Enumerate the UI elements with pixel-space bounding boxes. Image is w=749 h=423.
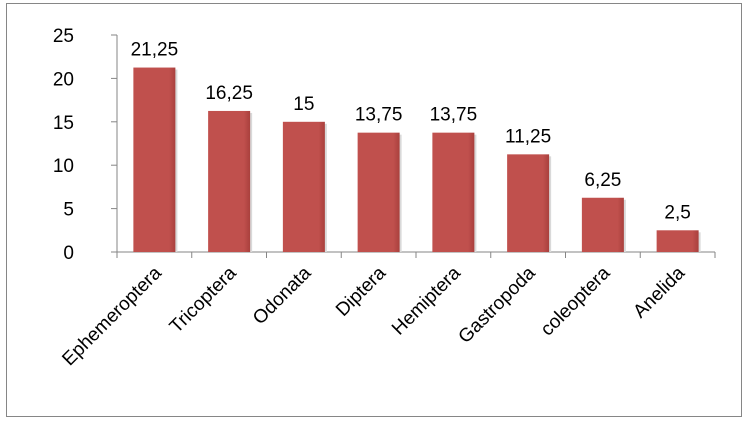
- x-axis-labels: Ephemeroptera Tricoptera Odonata DipteraHem…: [58, 262, 689, 370]
- bar: [656, 230, 699, 252]
- y-axis-ticks: 0 5 10 15 20 25: [53, 26, 117, 264]
- data-label: 15: [293, 94, 314, 115]
- bar: [357, 132, 400, 252]
- x-category-label: Ephemeroptera: [58, 262, 166, 370]
- x-category-label: Odonata: [249, 262, 316, 329]
- y-tick-label: 20: [53, 69, 74, 90]
- y-tick-label: 25: [53, 26, 74, 47]
- data-label: 6,25: [584, 170, 621, 191]
- x-category-label: Diptera: [332, 262, 390, 320]
- bar: [507, 154, 550, 252]
- y-tick-label: 0: [63, 243, 74, 264]
- y-tick-label: 5: [63, 200, 74, 221]
- bars: [133, 67, 701, 252]
- x-category-label: coleoptera: [537, 262, 615, 340]
- data-label: 21,25: [131, 40, 179, 61]
- data-label: 16,25: [205, 83, 253, 104]
- x-category-label: Gastropoda: [455, 262, 540, 347]
- bar: [432, 132, 475, 252]
- data-label: 13,75: [430, 105, 478, 126]
- y-tick-label: 10: [53, 156, 74, 177]
- bar: [208, 110, 251, 252]
- x-category-label: Anelida: [629, 262, 689, 322]
- data-labels: 21,25 16,25 15 13,75 13,75 11,25 6,25 2,5: [131, 40, 691, 224]
- data-label: 2,5: [664, 202, 690, 223]
- x-category-label: Tricoptera: [166, 262, 241, 337]
- bar: [581, 197, 624, 252]
- y-tick-label: 15: [53, 113, 74, 134]
- bar: [282, 121, 325, 252]
- data-label: 13,75: [355, 105, 403, 126]
- data-label: 11,25: [505, 126, 551, 147]
- x-category-label: Hemiptera: [388, 262, 465, 339]
- bar: [133, 67, 176, 252]
